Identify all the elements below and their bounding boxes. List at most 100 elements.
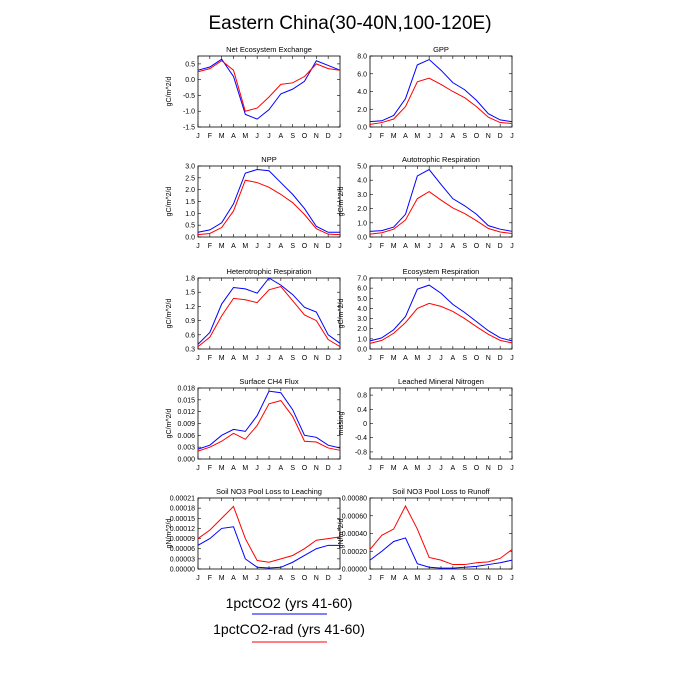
chart-panel: Net Ecosystem Exchange gC/m^2/d -1.5 -1.0 -0… <box>166 45 342 140</box>
x-tick-label: D <box>498 133 503 140</box>
x-tick-label: N <box>486 465 491 472</box>
x-tick-label: F <box>208 243 212 250</box>
x-tick-label: S <box>462 575 467 582</box>
y-tick-label: 0.0 <box>357 347 367 354</box>
plot-frame <box>197 387 341 460</box>
plot-frame <box>369 387 513 460</box>
y-axis-label: gC/m^2/d <box>338 299 345 329</box>
x-tick-label: M <box>391 133 397 140</box>
panel-title: NPP <box>261 155 276 164</box>
x-tick-label: D <box>498 465 503 472</box>
x-tick-label: F <box>208 355 212 362</box>
series-line <box>197 277 341 345</box>
y-tick-label: 0.00080 <box>342 496 367 503</box>
x-tick-label: J <box>510 133 514 140</box>
y-tick-label: 5.0 <box>357 296 367 303</box>
panel-title: Autotrophic Respiration <box>402 155 480 164</box>
plot-frame <box>197 277 341 350</box>
x-tick-label: J <box>427 575 431 582</box>
x-tick-label: S <box>290 243 295 250</box>
series-line <box>369 302 513 344</box>
y-tick-label: 2.0 <box>357 206 367 213</box>
x-tick-label: J <box>510 575 514 582</box>
x-tick-label: A <box>278 355 283 362</box>
y-tick-label: 0.00015 <box>170 516 195 523</box>
x-tick-label: A <box>231 575 236 582</box>
y-tick-label: 0.00040 <box>342 531 367 538</box>
x-tick-label: O <box>474 465 480 472</box>
x-tick-label: A <box>450 355 455 362</box>
x-tick-label: M <box>242 355 248 362</box>
x-tick-label: J <box>368 243 372 250</box>
panel-title: Surface CH4 Flux <box>239 377 298 386</box>
x-tick-label: J <box>439 465 443 472</box>
x-tick-label: D <box>498 355 503 362</box>
y-tick-label: 0.0 <box>357 125 367 132</box>
y-tick-label: 0.000 <box>177 457 195 464</box>
x-tick-label: S <box>290 133 295 140</box>
y-axis-label: gC/m^2/d <box>338 187 345 217</box>
x-tick-label: D <box>498 243 503 250</box>
plot-frame <box>197 55 341 128</box>
y-tick-label: 0.0 <box>357 235 367 242</box>
y-tick-label: 0.3 <box>185 347 195 354</box>
y-tick-label: 0.00021 <box>170 496 195 503</box>
y-tick-label: 0.00006 <box>170 546 195 553</box>
x-tick-label: J <box>338 355 342 362</box>
chart-panel: Surface CH4 Flux gC/m^2/d 0.000 0.003 0.006 0… <box>166 377 342 472</box>
x-tick-label: O <box>302 355 308 362</box>
x-tick-label: O <box>474 133 480 140</box>
x-tick-label: D <box>326 355 331 362</box>
panel-title: Net Ecosystem Exchange <box>226 45 312 54</box>
x-tick-label: A <box>278 243 283 250</box>
plot-frame <box>197 165 341 238</box>
x-tick-label: J <box>196 355 200 362</box>
x-tick-label: M <box>391 465 397 472</box>
x-tick-label: M <box>391 355 397 362</box>
y-tick-label: -0.8 <box>355 449 367 456</box>
x-tick-label: S <box>290 355 295 362</box>
x-tick-label: M <box>219 243 225 250</box>
y-tick-label: 0.00000 <box>170 567 195 574</box>
x-tick-label: J <box>368 575 372 582</box>
y-tick-label: 0.003 <box>177 445 195 452</box>
y-tick-label: 2.0 <box>185 187 195 194</box>
x-tick-label: O <box>474 355 480 362</box>
figure-title: Eastern China(30-40N,100-120E) <box>208 13 491 34</box>
series-line <box>197 526 340 569</box>
x-tick-label: J <box>439 575 443 582</box>
x-tick-label: J <box>338 243 342 250</box>
x-tick-label: D <box>498 575 503 582</box>
x-tick-label: J <box>510 243 514 250</box>
y-tick-label: 0.006 <box>177 433 195 440</box>
y-axis-label: gC/m^2/d <box>166 409 173 439</box>
x-tick-label: S <box>290 575 295 582</box>
x-tick-label: J <box>255 575 259 582</box>
x-tick-label: F <box>208 575 212 582</box>
x-tick-label: J <box>255 465 259 472</box>
y-tick-label: 0.0 <box>185 235 195 242</box>
x-tick-label: N <box>314 465 319 472</box>
y-axis-label: gC/m^2/d <box>166 77 173 107</box>
x-tick-label: O <box>302 465 308 472</box>
x-tick-label: M <box>219 465 225 472</box>
y-axis-label: missing <box>338 412 345 436</box>
y-tick-label: 1.2 <box>185 304 195 311</box>
y-tick-label: 4.0 <box>357 178 367 185</box>
chart-panel: Soil NO3 Pool Loss to RunoffgN/m^2/d0.00… <box>338 487 514 582</box>
y-tick-label: 0.018 <box>177 386 195 393</box>
x-tick-label: N <box>314 355 319 362</box>
x-tick-label: A <box>403 243 408 250</box>
x-tick-label: A <box>278 465 283 472</box>
x-tick-label: M <box>414 575 420 582</box>
y-tick-label: 4.0 <box>357 306 367 313</box>
y-tick-label: 0.00000 <box>342 567 367 574</box>
x-tick-label: S <box>462 243 467 250</box>
y-axis-label: gC/m^2/d <box>166 299 173 329</box>
x-tick-label: M <box>219 355 225 362</box>
x-tick-label: M <box>414 243 420 250</box>
x-tick-label: A <box>231 133 236 140</box>
x-tick-label: J <box>338 133 342 140</box>
x-tick-label: O <box>302 243 308 250</box>
